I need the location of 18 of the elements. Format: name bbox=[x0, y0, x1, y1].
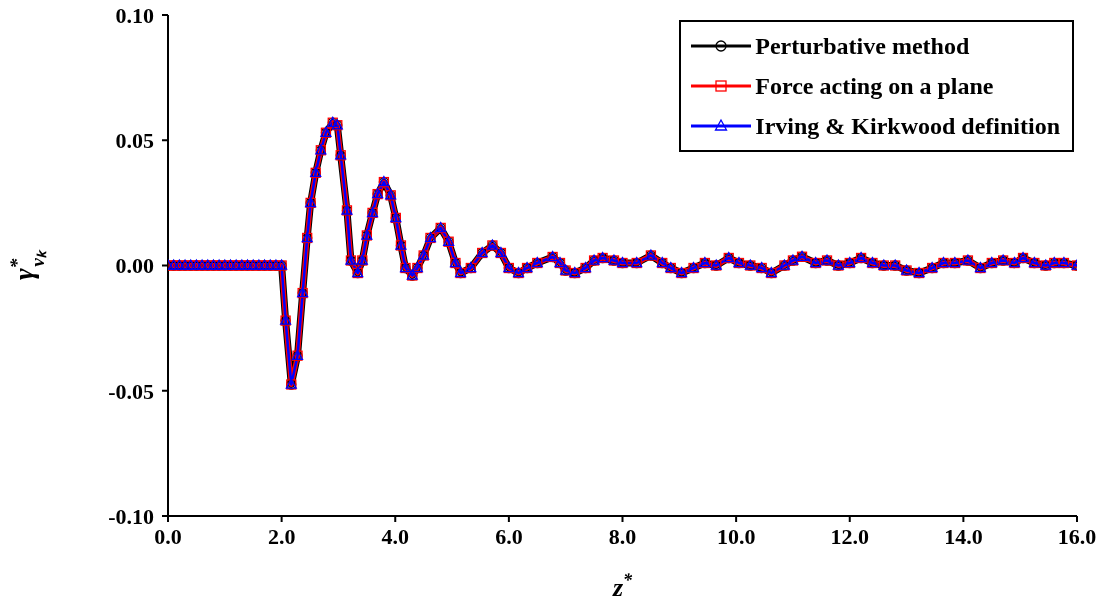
x-tick-label: 4.0 bbox=[381, 523, 409, 549]
x-tick-label: 16.0 bbox=[1057, 523, 1097, 549]
legend-label: Force acting on a plane bbox=[755, 72, 994, 100]
legend-label: Perturbative method bbox=[755, 32, 970, 60]
y-tick-label: -0.10 bbox=[108, 503, 154, 529]
x-axis-title: z$^{*}$ bbox=[611, 570, 634, 602]
x-tick-label: 2.0 bbox=[267, 523, 296, 549]
y-tick-label: 0.10 bbox=[115, 2, 154, 28]
y-tick-label: 0.05 bbox=[115, 128, 154, 154]
x-tick-label: 12.0 bbox=[830, 523, 869, 549]
legend-label: Irving & Kirkwood definition bbox=[755, 112, 1060, 140]
x-tick-label: 6.0 bbox=[495, 523, 523, 549]
x-tick-label: 14.0 bbox=[944, 523, 983, 549]
x-tick-label: 8.0 bbox=[608, 523, 637, 549]
y-tick-label: -0.05 bbox=[108, 378, 154, 404]
x-tick-label: 0.0 bbox=[154, 523, 182, 549]
y-tick-label: 0.00 bbox=[115, 253, 154, 279]
x-tick-label: 10.0 bbox=[716, 523, 756, 549]
